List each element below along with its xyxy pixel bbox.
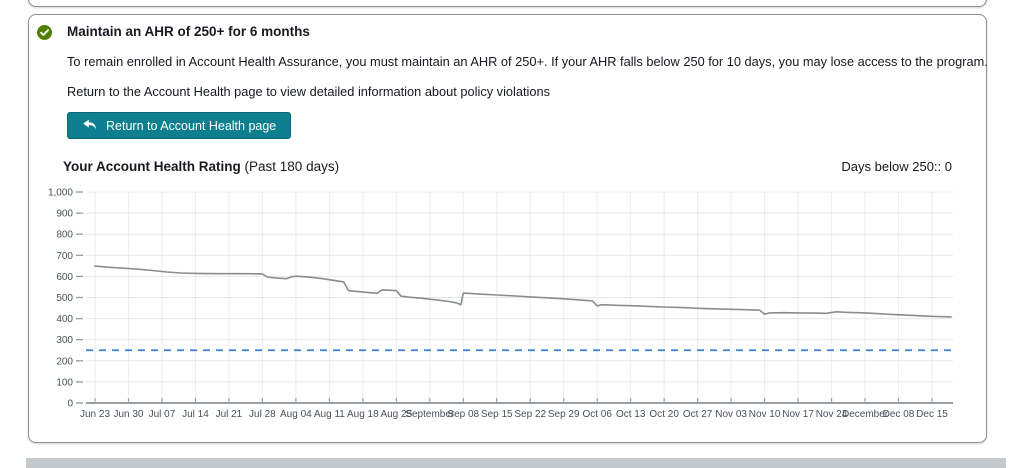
y-tick-label: 200	[56, 356, 73, 367]
return-to-account-health-button[interactable]: Return to Account Health page	[67, 112, 292, 139]
chart-header: Your Account Health Rating (Past 180 day…	[63, 159, 952, 174]
bottom-section-bar	[26, 458, 1006, 468]
x-tick-label: Jul 21	[216, 409, 243, 420]
y-tick-label: 1,000	[48, 188, 73, 199]
x-tick-label: Nov 17	[782, 409, 814, 420]
enrollment-description: To remain enrolled in Account Health Ass…	[67, 54, 988, 69]
x-tick-label: September	[405, 409, 455, 420]
x-tick-label: Sep 29	[548, 409, 580, 420]
y-tick-label: 300	[56, 335, 73, 346]
x-tick-label: Jun 23	[80, 409, 110, 420]
x-tick-label: Oct 13	[616, 409, 646, 420]
x-tick-label: Dec 15	[916, 409, 948, 420]
x-tick-label: Nov 10	[749, 409, 781, 420]
x-tick-label: Sep 22	[514, 409, 546, 420]
y-tick-label: 700	[56, 251, 73, 262]
x-tick-label: Oct 20	[649, 409, 679, 420]
x-tick-label: Jul 14	[182, 409, 209, 420]
days-below-250-counter: Days below 250:: 0	[841, 159, 952, 174]
y-tick-label: 500	[56, 293, 73, 304]
x-tick-label: Aug 18	[347, 409, 379, 420]
x-tick-label: Aug 25	[380, 409, 412, 420]
y-tick-label: 600	[56, 272, 73, 283]
x-tick-label: Dec 08	[883, 409, 915, 420]
x-tick-label: Jul 28	[249, 409, 276, 420]
chart-title: Your Account Health Rating (Past 180 day…	[63, 159, 340, 174]
x-tick-label: Sep 08	[447, 409, 479, 420]
y-tick-label: 0	[67, 399, 73, 410]
x-tick-label: Aug 04	[280, 409, 312, 420]
previous-card-edge	[28, 0, 987, 7]
check-circle-icon	[37, 25, 52, 40]
ahr-assurance-card	[28, 14, 987, 443]
return-button-label: Return to Account Health page	[106, 118, 277, 133]
y-tick-label: 100	[56, 377, 73, 388]
chart-title-bold: Your Account Health Rating	[63, 159, 241, 174]
x-tick-label: Oct 06	[582, 409, 612, 420]
page-title: Maintain an AHR of 250+ for 6 months	[67, 24, 310, 39]
x-tick-label: December	[842, 409, 889, 420]
return-arrow-icon	[82, 119, 97, 132]
return-instruction: Return to the Account Health page to vie…	[67, 84, 551, 99]
x-tick-label: Jul 07	[149, 409, 176, 420]
x-tick-label: Jun 30	[113, 409, 143, 420]
y-tick-label: 800	[56, 230, 73, 241]
y-tick-label: 900	[56, 209, 73, 220]
ahr-series-line	[94, 265, 952, 318]
x-tick-label: Oct 27	[683, 409, 713, 420]
x-tick-label: Nov 03	[715, 409, 747, 420]
y-tick-label: 400	[56, 314, 73, 325]
x-tick-label: Aug 11	[314, 409, 345, 420]
x-tick-label: Nov 24	[816, 409, 848, 420]
x-tick-label: Sep 15	[481, 409, 513, 420]
